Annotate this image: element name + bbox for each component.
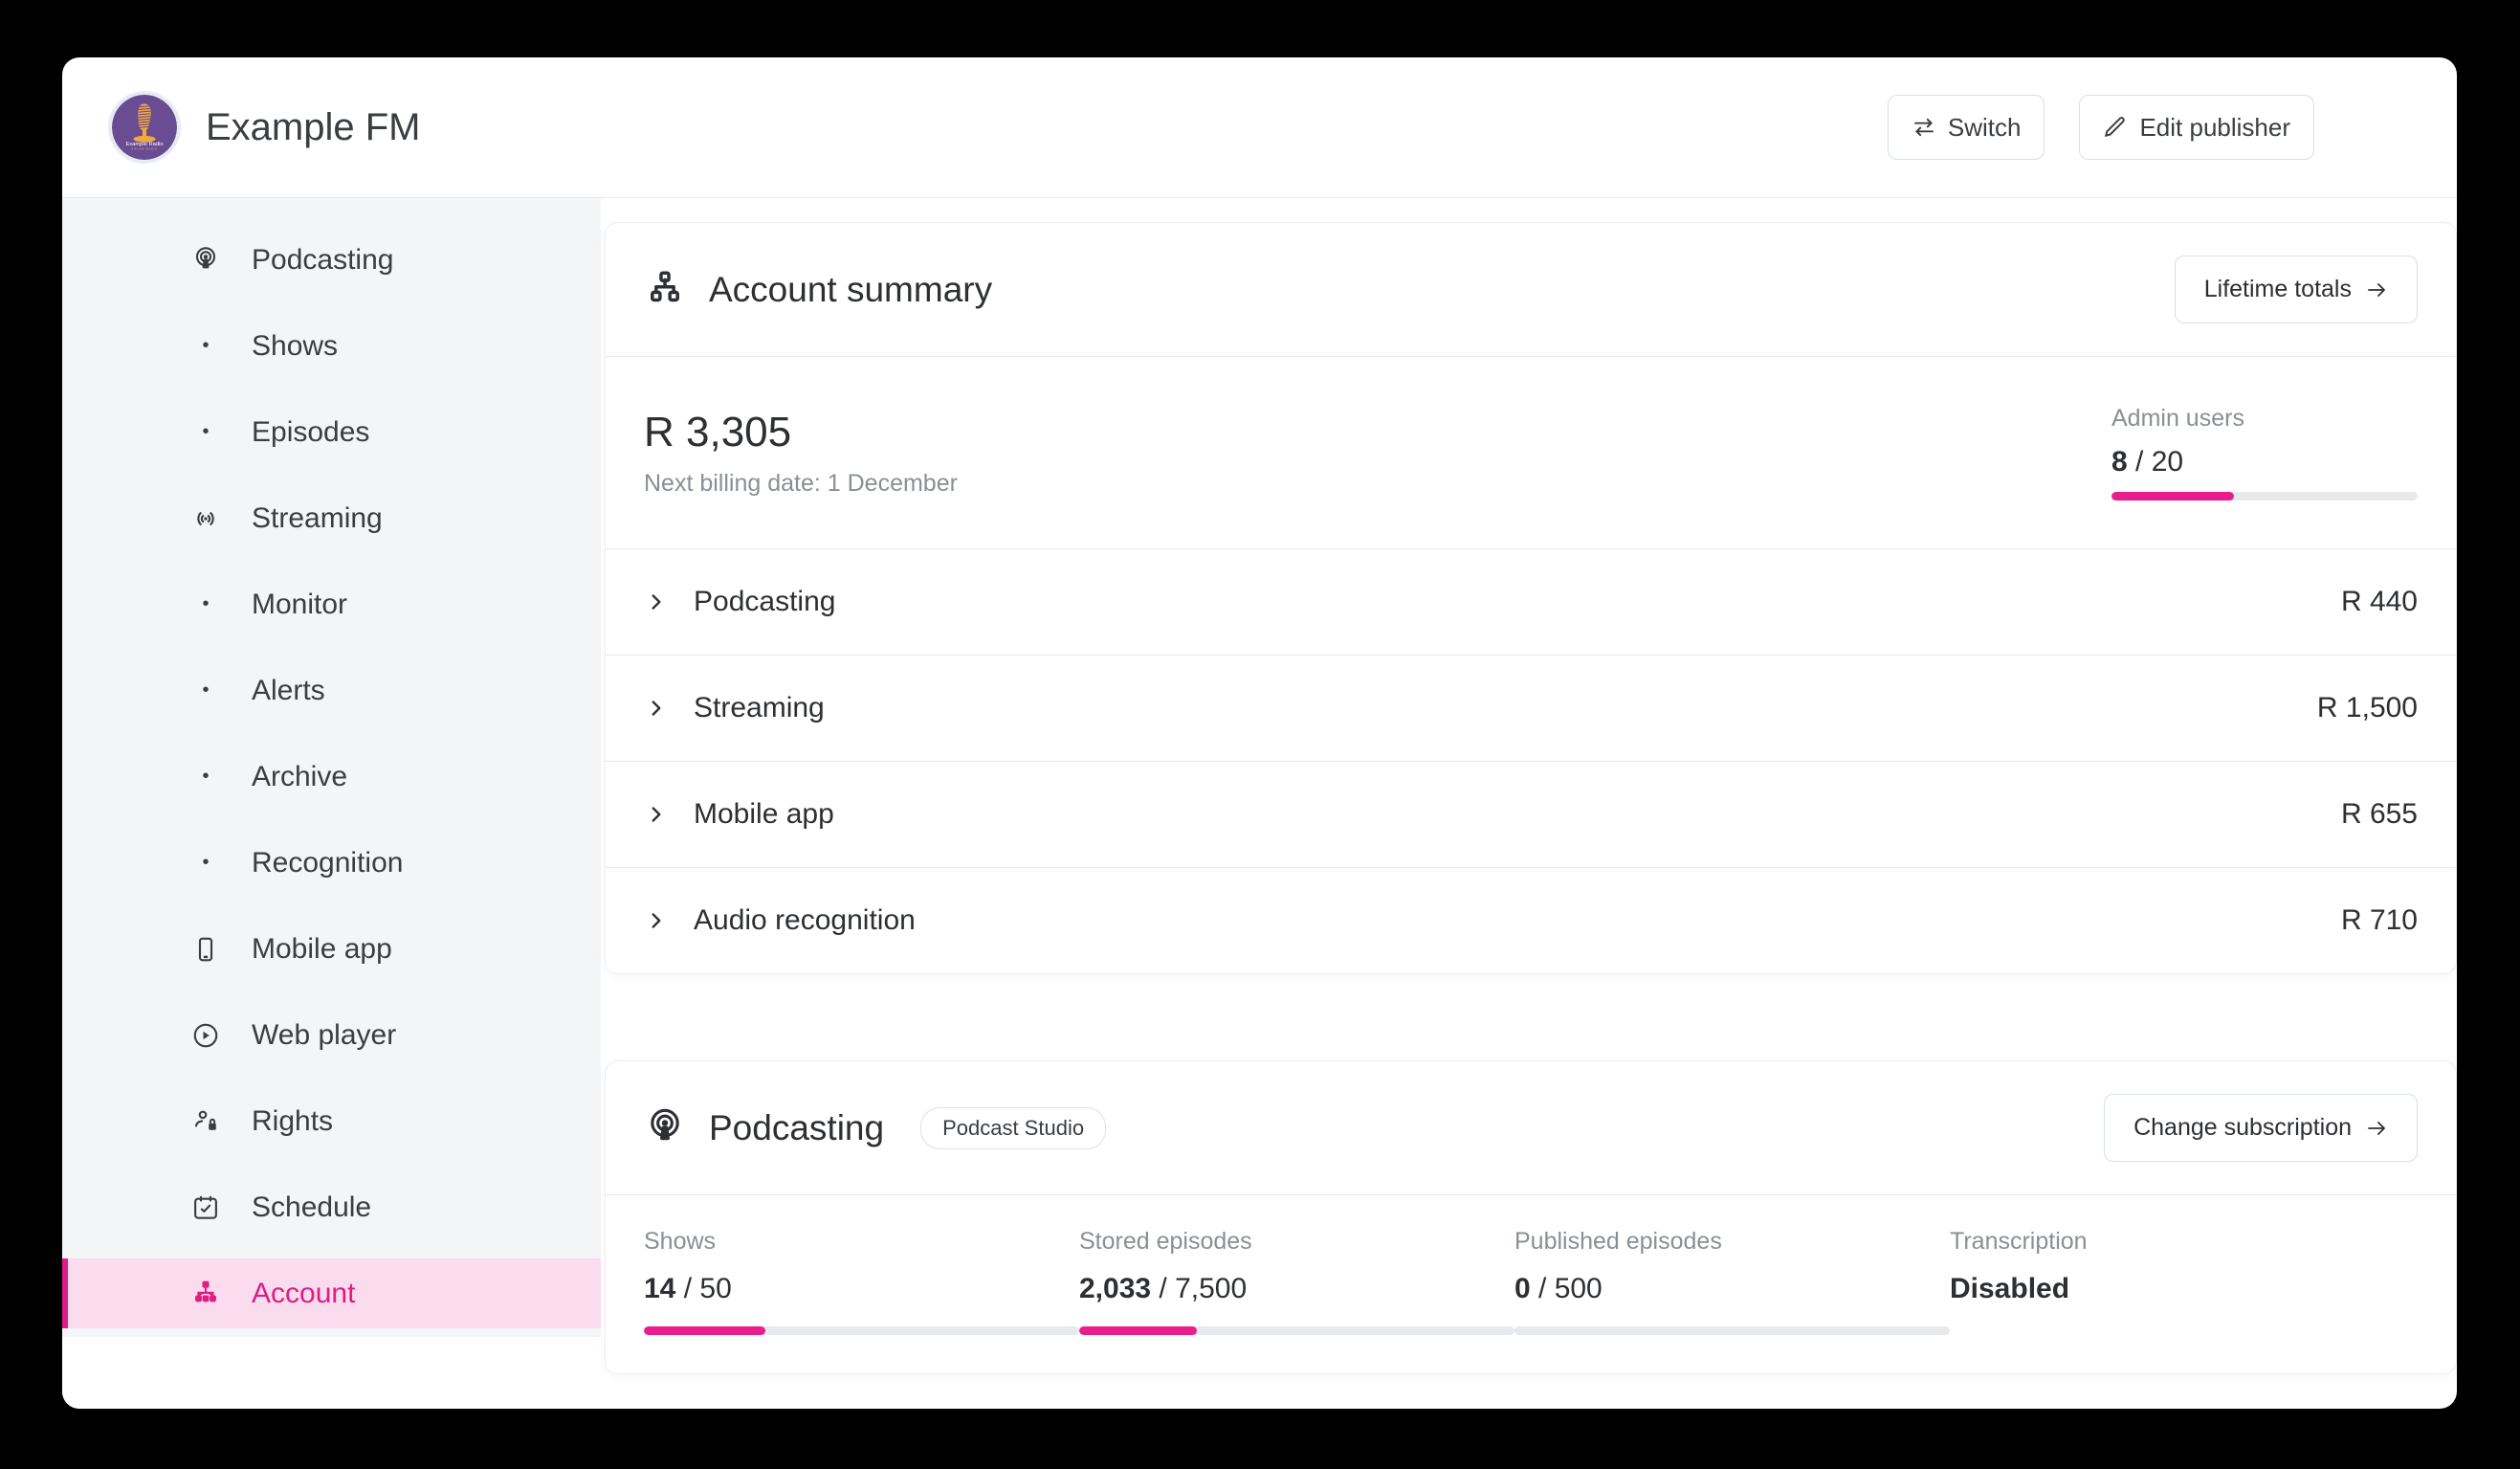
svg-text:Example Radio: Example Radio — [125, 142, 163, 147]
svg-text:ONLINE RADIO: ONLINE RADIO — [131, 146, 158, 150]
